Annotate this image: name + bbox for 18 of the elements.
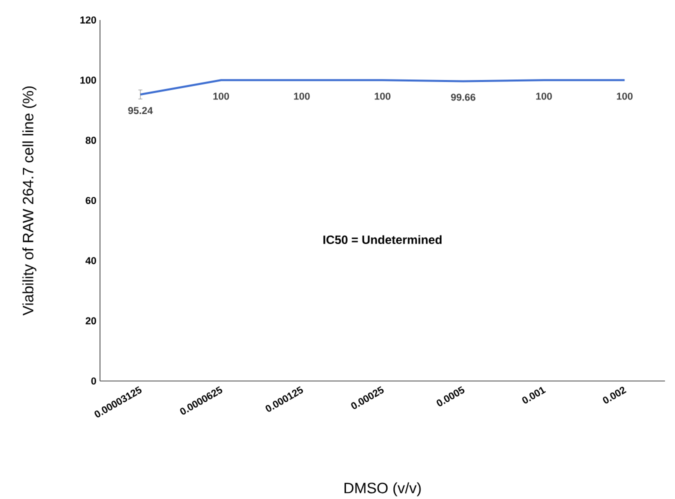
y-tick-label: 20 [86,317,96,324]
data-label: 100 [616,92,633,100]
y-tick-label: 60 [86,196,96,204]
y-tick-label: 0 [91,377,96,385]
annotation: IC50 = Undetermined [323,235,442,244]
data-label: 100 [294,92,310,100]
data-label: 100 [213,92,230,100]
data-label: 99.66 [451,94,476,101]
y-tick-label: 80 [86,136,96,144]
y-tick-label: 120 [80,16,96,24]
x-tick-label: 0.001 [522,386,546,404]
y-tick-label: 100 [80,76,96,84]
data-label: 100 [536,92,552,100]
data-label: 100 [374,92,390,100]
data-label: 95.24 [128,107,153,114]
y-axis-title: Viability of RAW 264.7 cell line (%) [22,86,36,316]
y-tick-label: 40 [86,257,96,264]
x-axis-title: DMSO (v/v) [344,482,421,496]
